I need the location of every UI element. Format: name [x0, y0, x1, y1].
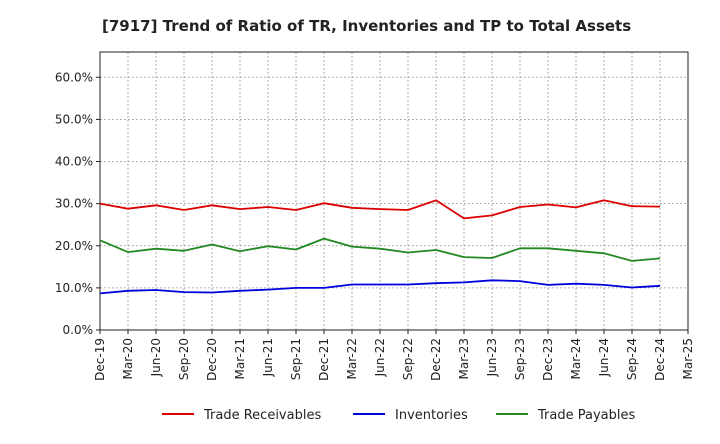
series-line-trade-payables [99, 237, 661, 262]
x-tick-label: Dec-22 [429, 338, 443, 381]
x-tick-label: Dec-20 [205, 338, 219, 381]
series-line-inventories [99, 279, 661, 295]
x-tick-label: Sep-23 [513, 338, 527, 380]
x-tick-label: Mar-20 [121, 338, 135, 379]
legend-label-trade-payables: Trade Payables [537, 408, 635, 423]
legend-label-inventories: Inventories [395, 408, 468, 423]
x-tick-label: Mar-21 [233, 338, 247, 379]
legend-label-trade-receivables: Trade Receivables [203, 408, 321, 423]
y-tick-label: 30.0% [55, 197, 93, 211]
plot-area [99, 51, 689, 331]
y-tick-label: 50.0% [55, 112, 93, 126]
y-tick-label: 20.0% [55, 239, 93, 253]
y-tick-label: 40.0% [55, 155, 93, 169]
x-tick-label: Dec-21 [317, 338, 331, 381]
y-tick-label: 60.0% [55, 70, 93, 84]
grid [100, 52, 688, 330]
x-tick-label: Jun-23 [485, 338, 499, 377]
series-layer [99, 199, 661, 295]
x-tick-label: Dec-24 [653, 338, 667, 381]
x-tick-label: Jun-22 [373, 338, 387, 377]
x-tick-label: Jun-20 [149, 338, 163, 377]
x-tick-label: Jun-21 [261, 338, 275, 377]
x-tick-label: Mar-24 [569, 338, 583, 379]
y-axis: 0.0% 10.0% 20.0% 30.0% 40.0% 50.0% 60.0% [55, 70, 100, 337]
y-tick-label: 10.0% [55, 281, 93, 295]
x-tick-label: Jun-24 [597, 338, 611, 377]
chart-title: [7917] Trend of Ratio of TR, Inventories… [102, 17, 631, 35]
x-tick-label: Sep-22 [401, 338, 415, 380]
y-tick-label: 0.0% [63, 323, 94, 337]
x-tick-label: Mar-25 [681, 338, 695, 379]
legend: Trade Receivables Inventories Trade Payabl… [162, 408, 635, 423]
x-tick-label: Sep-20 [177, 338, 191, 380]
series-line-trade-receivables [99, 199, 661, 220]
x-tick-label: Dec-19 [93, 338, 107, 381]
x-tick-label: Sep-24 [625, 338, 639, 380]
x-tick-label: Sep-21 [289, 338, 303, 380]
x-axis: Dec-19 Mar-20 Jun-20 Sep-20 Dec-20 Mar-21 Jun-… [93, 330, 695, 381]
x-tick-label: Mar-23 [457, 338, 471, 379]
x-tick-label: Dec-23 [541, 338, 555, 381]
x-tick-label: Mar-22 [345, 338, 359, 379]
